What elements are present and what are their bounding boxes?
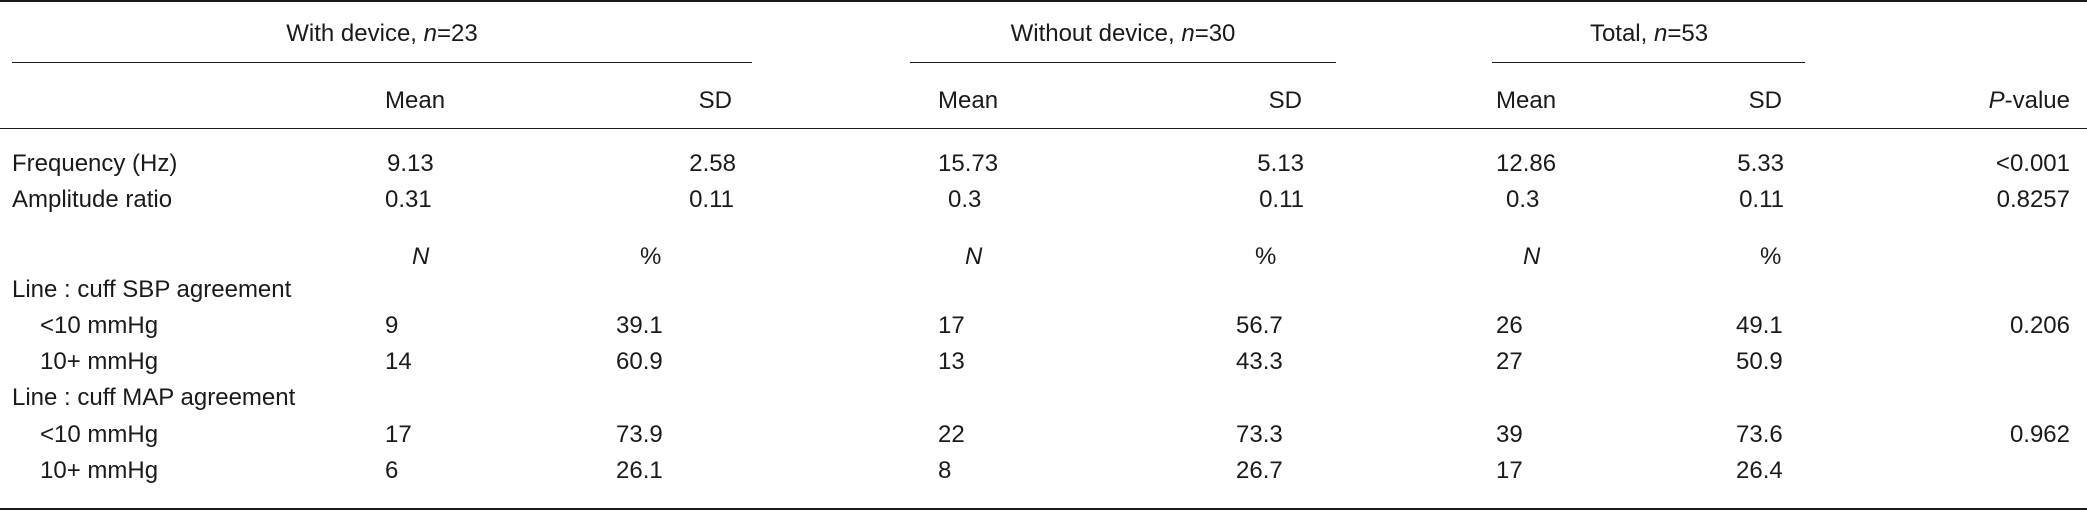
section-label-sbp: Line : cuff SBP agreement xyxy=(12,276,292,303)
cell-amplitude-sd-total: 0.11 xyxy=(1739,186,1784,213)
col-header-pct-with: % xyxy=(640,243,662,270)
cell-amplitude-p: 0.8257 xyxy=(1996,186,2070,213)
col-header-n-with: N xyxy=(412,243,430,270)
cell-sbp-lt10-n-total: 26 xyxy=(1496,312,1523,339)
cell-frequency-mean-with: 9.13 xyxy=(387,150,434,177)
section-label-map: Line : cuff MAP agreement xyxy=(12,384,296,411)
col-header-sd-without: SD xyxy=(1268,87,1302,114)
col-header-p-value: P-value xyxy=(1988,87,2070,114)
row-label-amplitude: Amplitude ratio xyxy=(12,186,173,213)
cell-sbp-10plus-pct-total: 50.9 xyxy=(1736,348,1783,375)
col-header-mean-with: Mean xyxy=(385,87,446,114)
group-rule-total xyxy=(1492,62,1805,63)
cell-map-10plus-n-total: 17 xyxy=(1496,457,1523,484)
top-rule xyxy=(0,0,2087,2)
row-label-sbp-lt10: <10 mmHg xyxy=(40,312,159,339)
cell-map-p: 0.962 xyxy=(2009,421,2070,448)
col-header-pct-total: % xyxy=(1760,243,1782,270)
cell-map-lt10-n-with: 17 xyxy=(385,421,412,448)
cell-map-10plus-pct-with: 26.1 xyxy=(616,457,663,484)
cell-map-10plus-pct-without: 26.7 xyxy=(1236,457,1283,484)
cell-frequency-mean-total: 12.86 xyxy=(1496,150,1557,177)
row-label-map-10plus: 10+ mmHg xyxy=(40,457,159,484)
cell-map-lt10-pct-without: 73.3 xyxy=(1236,421,1283,448)
cell-sbp-10plus-n-without: 13 xyxy=(938,348,965,375)
cell-sbp-lt10-n-with: 9 xyxy=(385,312,399,339)
header-rule xyxy=(0,128,2087,129)
cell-map-lt10-n-total: 39 xyxy=(1496,421,1523,448)
cell-frequency-p: <0.001 xyxy=(1995,150,2070,177)
cell-amplitude-sd-without: 0.11 xyxy=(1259,186,1304,213)
col-header-pct-without: % xyxy=(1255,243,1277,270)
group-rule-with-device xyxy=(12,62,752,63)
col-header-mean-total: Mean xyxy=(1496,87,1557,114)
cell-map-lt10-n-without: 22 xyxy=(938,421,965,448)
cell-sbp-lt10-pct-without: 56.7 xyxy=(1236,312,1283,339)
cell-sbp-lt10-pct-with: 39.1 xyxy=(616,312,663,339)
cell-map-lt10-pct-with: 73.9 xyxy=(616,421,663,448)
cell-frequency-sd-total: 5.33 xyxy=(1737,150,1784,177)
cell-sbp-lt10-pct-total: 49.1 xyxy=(1736,312,1783,339)
cell-amplitude-mean-total: 0.3 xyxy=(1506,186,1540,213)
cell-frequency-sd-without: 5.13 xyxy=(1257,150,1304,177)
cell-sbp-10plus-pct-without: 43.3 xyxy=(1236,348,1283,375)
group-rule-without-device xyxy=(910,62,1336,63)
cell-sbp-p: 0.206 xyxy=(2009,312,2070,339)
cell-frequency-sd-with: 2.58 xyxy=(689,150,736,177)
cell-map-10plus-n-without: 8 xyxy=(938,457,952,484)
col-header-mean-without: Mean xyxy=(938,87,999,114)
row-label-sbp-10plus: 10+ mmHg xyxy=(40,348,159,375)
cell-amplitude-mean-with: 0.31 xyxy=(385,186,432,213)
col-header-sd-total: SD xyxy=(1748,87,1782,114)
group-header-with-device: With device, n=23 xyxy=(286,20,478,47)
group-header-total: Total, n=53 xyxy=(1589,20,1709,47)
bottom-rule xyxy=(0,508,2087,510)
cell-map-lt10-pct-total: 73.6 xyxy=(1736,421,1783,448)
cell-sbp-10plus-n-with: 14 xyxy=(385,348,412,375)
cell-sbp-10plus-pct-with: 60.9 xyxy=(616,348,663,375)
cell-amplitude-mean-without: 0.3 xyxy=(948,186,982,213)
group-header-without-device: Without device, n=30 xyxy=(1010,20,1236,47)
cell-map-10plus-pct-total: 26.4 xyxy=(1736,457,1783,484)
cell-frequency-mean-without: 15.73 xyxy=(938,150,999,177)
col-header-n-without: N xyxy=(965,243,983,270)
cell-amplitude-sd-with: 0.11 xyxy=(689,186,734,213)
col-header-n-total: N xyxy=(1523,243,1541,270)
row-label-frequency: Frequency (Hz) xyxy=(12,150,178,177)
cell-sbp-10plus-n-total: 27 xyxy=(1496,348,1523,375)
cell-map-10plus-n-with: 6 xyxy=(385,457,399,484)
col-header-sd-with: SD xyxy=(698,87,732,114)
cell-sbp-lt10-n-without: 17 xyxy=(938,312,965,339)
row-label-map-lt10: <10 mmHg xyxy=(40,421,159,448)
